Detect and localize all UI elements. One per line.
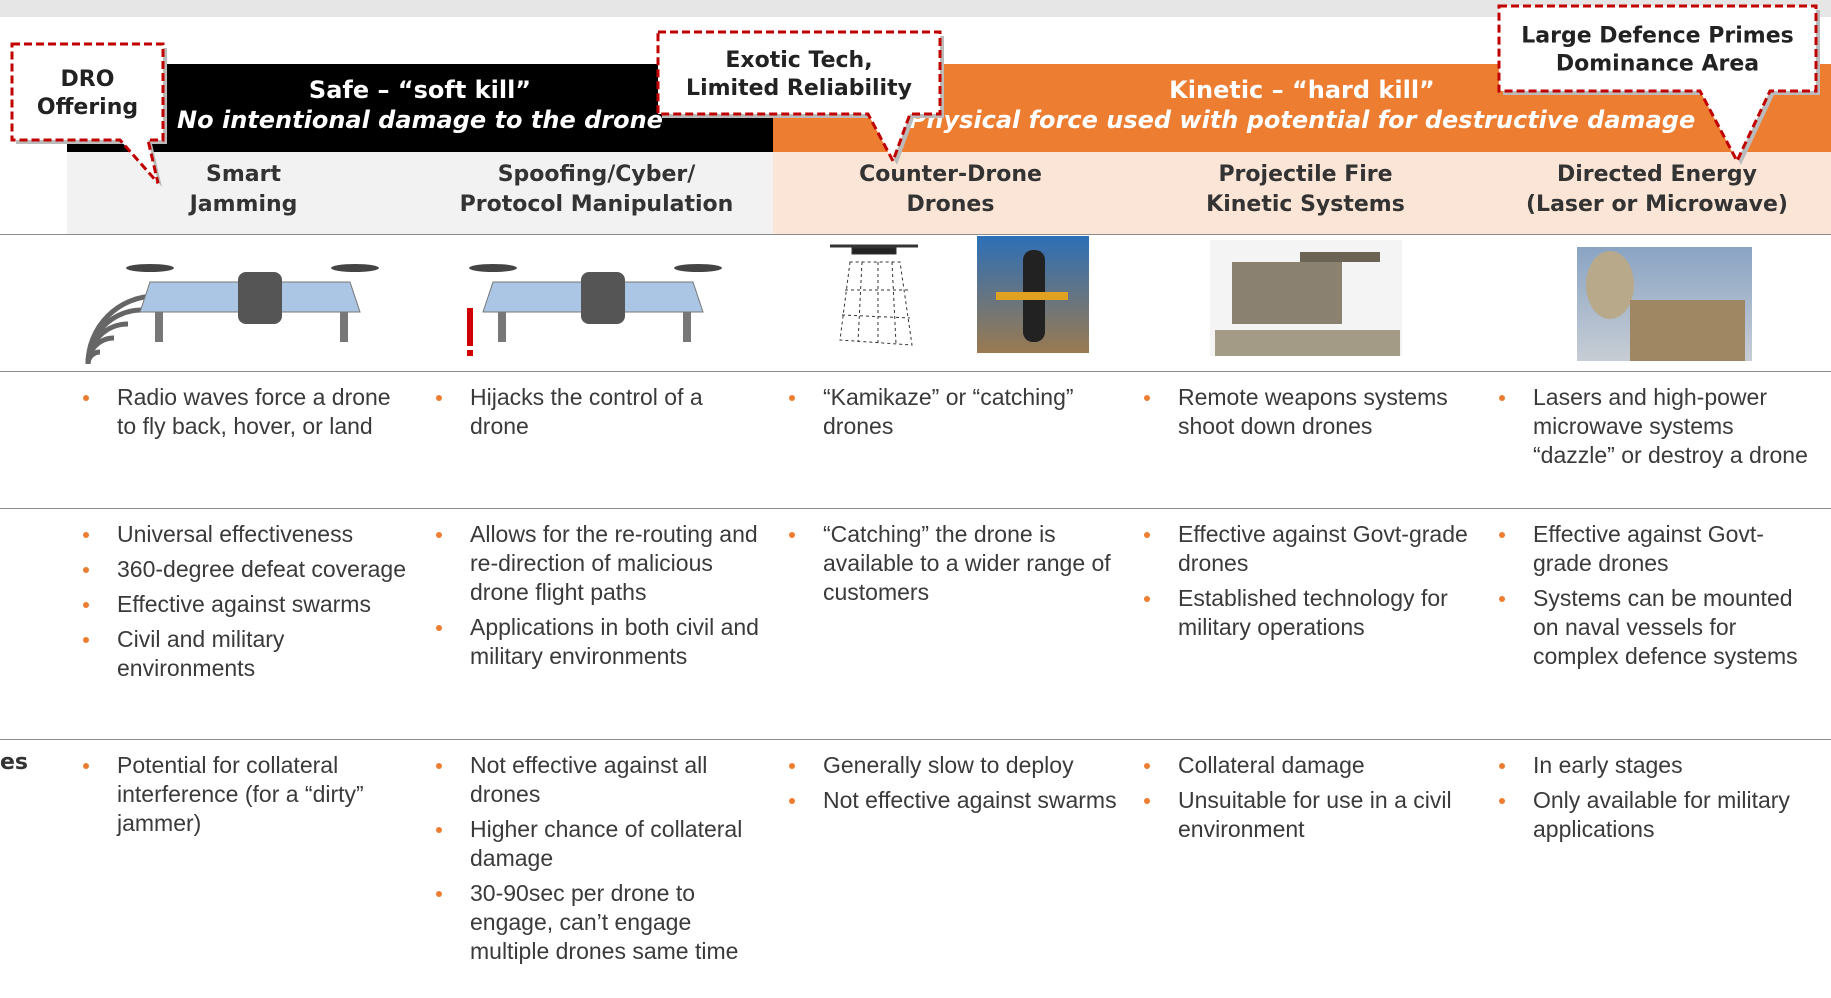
column-title: Spoofing/Cyber/Protocol Manipulation <box>420 160 773 220</box>
row-divider <box>0 508 1831 509</box>
soft-kill-band <box>67 64 773 152</box>
band-title: Safe – “soft kill” <box>308 76 532 104</box>
column-title-line: Spoofing/Cyber/ <box>497 162 696 187</box>
drone-body <box>581 272 625 324</box>
column-title-line: Drones <box>906 192 995 217</box>
cons-item: Unsuitable for use in a civil environmen… <box>1138 786 1473 844</box>
cons-item: Generally slow to deploy <box>783 751 1118 780</box>
column-title-line: Smart <box>206 162 281 187</box>
cons-item: Collateral damage <box>1138 751 1473 780</box>
leg <box>155 312 163 342</box>
rotor <box>331 264 379 272</box>
cons-item: Higher chance of collateral damage <box>430 815 763 873</box>
radar-photo <box>1577 247 1752 361</box>
description-list: “Kamikaze” or “catching” drones <box>783 383 1118 447</box>
callout-text: Large Defence Primes <box>1521 24 1793 49</box>
description-list: Remote weapons systems shoot down drones <box>1138 383 1473 447</box>
description-item: Radio waves force a drone to fly back, h… <box>77 383 410 441</box>
column-title-line: Protocol Manipulation <box>459 192 734 217</box>
cons-list: In early stages Only available for milita… <box>1493 751 1821 850</box>
drone-image <box>126 264 379 342</box>
pros-list: Allows for the re-routing and re-directi… <box>430 520 763 677</box>
description-list: Radio waves force a drone to fly back, h… <box>77 383 410 447</box>
pros-item: Effective against swarms <box>77 590 410 619</box>
leg <box>498 312 506 342</box>
hard-kill-title: Kinetic – “hard kill” Physical force use… <box>773 75 1831 135</box>
pros-item: Effective against Govt-grade drones <box>1138 520 1473 578</box>
cons-item: 30-90sec per drone to engage, can’t enga… <box>430 879 763 966</box>
leg <box>683 312 691 342</box>
cons-item: In early stages <box>1493 751 1821 780</box>
pros-item: 360-degree defeat coverage <box>77 555 410 584</box>
drone-image <box>469 264 722 342</box>
description-item: “Kamikaze” or “catching” drones <box>783 383 1118 441</box>
description-item: Hijacks the control of a drone <box>430 383 763 441</box>
rotor <box>469 264 517 272</box>
cons-item: Not effective against swarms <box>783 786 1118 815</box>
band-title: Kinetic – “hard kill” <box>1169 76 1435 104</box>
cons-list: Collateral damage Unsuitable for use in a… <box>1138 751 1473 850</box>
band-subtitle: Physical force used with potential for d… <box>908 106 1696 134</box>
column-title-line: Jamming <box>189 192 298 217</box>
row-divider <box>0 371 1831 372</box>
column-title-line: Projectile Fire <box>1218 162 1393 187</box>
pros-list: “Catching” the drone is available to a w… <box>783 520 1118 613</box>
cons-list: Generally slow to deploy Not effective ag… <box>783 751 1118 821</box>
row-divider <box>0 739 1831 740</box>
rotor <box>126 264 174 272</box>
cons-item: Potential for collateral interference (f… <box>77 751 410 838</box>
column-title: Counter-Drone Drones <box>773 160 1128 220</box>
pros-item: Effective against Govt-grade drones <box>1493 520 1821 578</box>
column-title-line: Kinetic Systems <box>1206 192 1405 217</box>
net-drone <box>830 244 918 346</box>
interceptor-photo <box>977 236 1089 353</box>
cons-item: Only available for military applications <box>1493 786 1821 844</box>
pros-item: Allows for the re-routing and re-directi… <box>430 520 763 607</box>
drone-arm <box>139 281 361 313</box>
pros-list: Effective against Govt-grade drones Estab… <box>1138 520 1473 648</box>
row-label: es <box>0 750 29 775</box>
description-list: Hijacks the control of a drone <box>430 383 763 447</box>
hard-subheader <box>773 152 1831 234</box>
column-title: Projectile Fire Kinetic Systems <box>1128 160 1483 220</box>
pros-item: Systems can be mounted on naval vessels … <box>1493 584 1821 671</box>
pros-item: Established technology for military oper… <box>1138 584 1473 642</box>
description-list: Lasers and high-power microwave systems … <box>1493 383 1821 476</box>
leg <box>340 312 348 342</box>
column-title-line: Counter-Drone <box>859 162 1042 187</box>
description-item: Lasers and high-power microwave systems … <box>1493 383 1821 470</box>
cons-list: Potential for collateral interference (f… <box>77 751 410 844</box>
column-title-line: Directed Energy <box>1556 162 1757 187</box>
rotor <box>674 264 722 272</box>
pros-list: Universal effectiveness 360-degree defeat… <box>77 520 410 689</box>
top-bar <box>0 0 1831 17</box>
cons-item: Not effective against all drones <box>430 751 763 809</box>
pros-item: Civil and military environments <box>77 625 410 683</box>
drone-body <box>238 272 282 324</box>
description-item: Remote weapons systems shoot down drones <box>1138 383 1473 441</box>
warning-icon <box>467 308 473 356</box>
cons-list: Not effective against all drones Higher c… <box>430 751 763 972</box>
column-title: Smart Jamming <box>67 160 420 220</box>
soft-subheader <box>67 152 773 234</box>
turret-photo <box>1210 240 1402 356</box>
drone-arm <box>482 281 704 313</box>
soft-kill-title: Safe – “soft kill” No intentional damage… <box>67 75 773 135</box>
band-subtitle: No intentional damage to the drone <box>177 106 663 134</box>
column-title: Directed Energy (Laser or Microwave) <box>1483 160 1831 220</box>
pros-list: Effective against Govt-grade drones Syste… <box>1493 520 1821 677</box>
column-title-line: (Laser or Microwave) <box>1526 192 1788 217</box>
pros-item: “Catching” the drone is available to a w… <box>783 520 1118 607</box>
signal-icon <box>85 293 157 365</box>
pros-item: Applications in both civil and military … <box>430 613 763 671</box>
row-divider <box>0 234 1831 235</box>
pros-item: Universal effectiveness <box>77 520 410 549</box>
